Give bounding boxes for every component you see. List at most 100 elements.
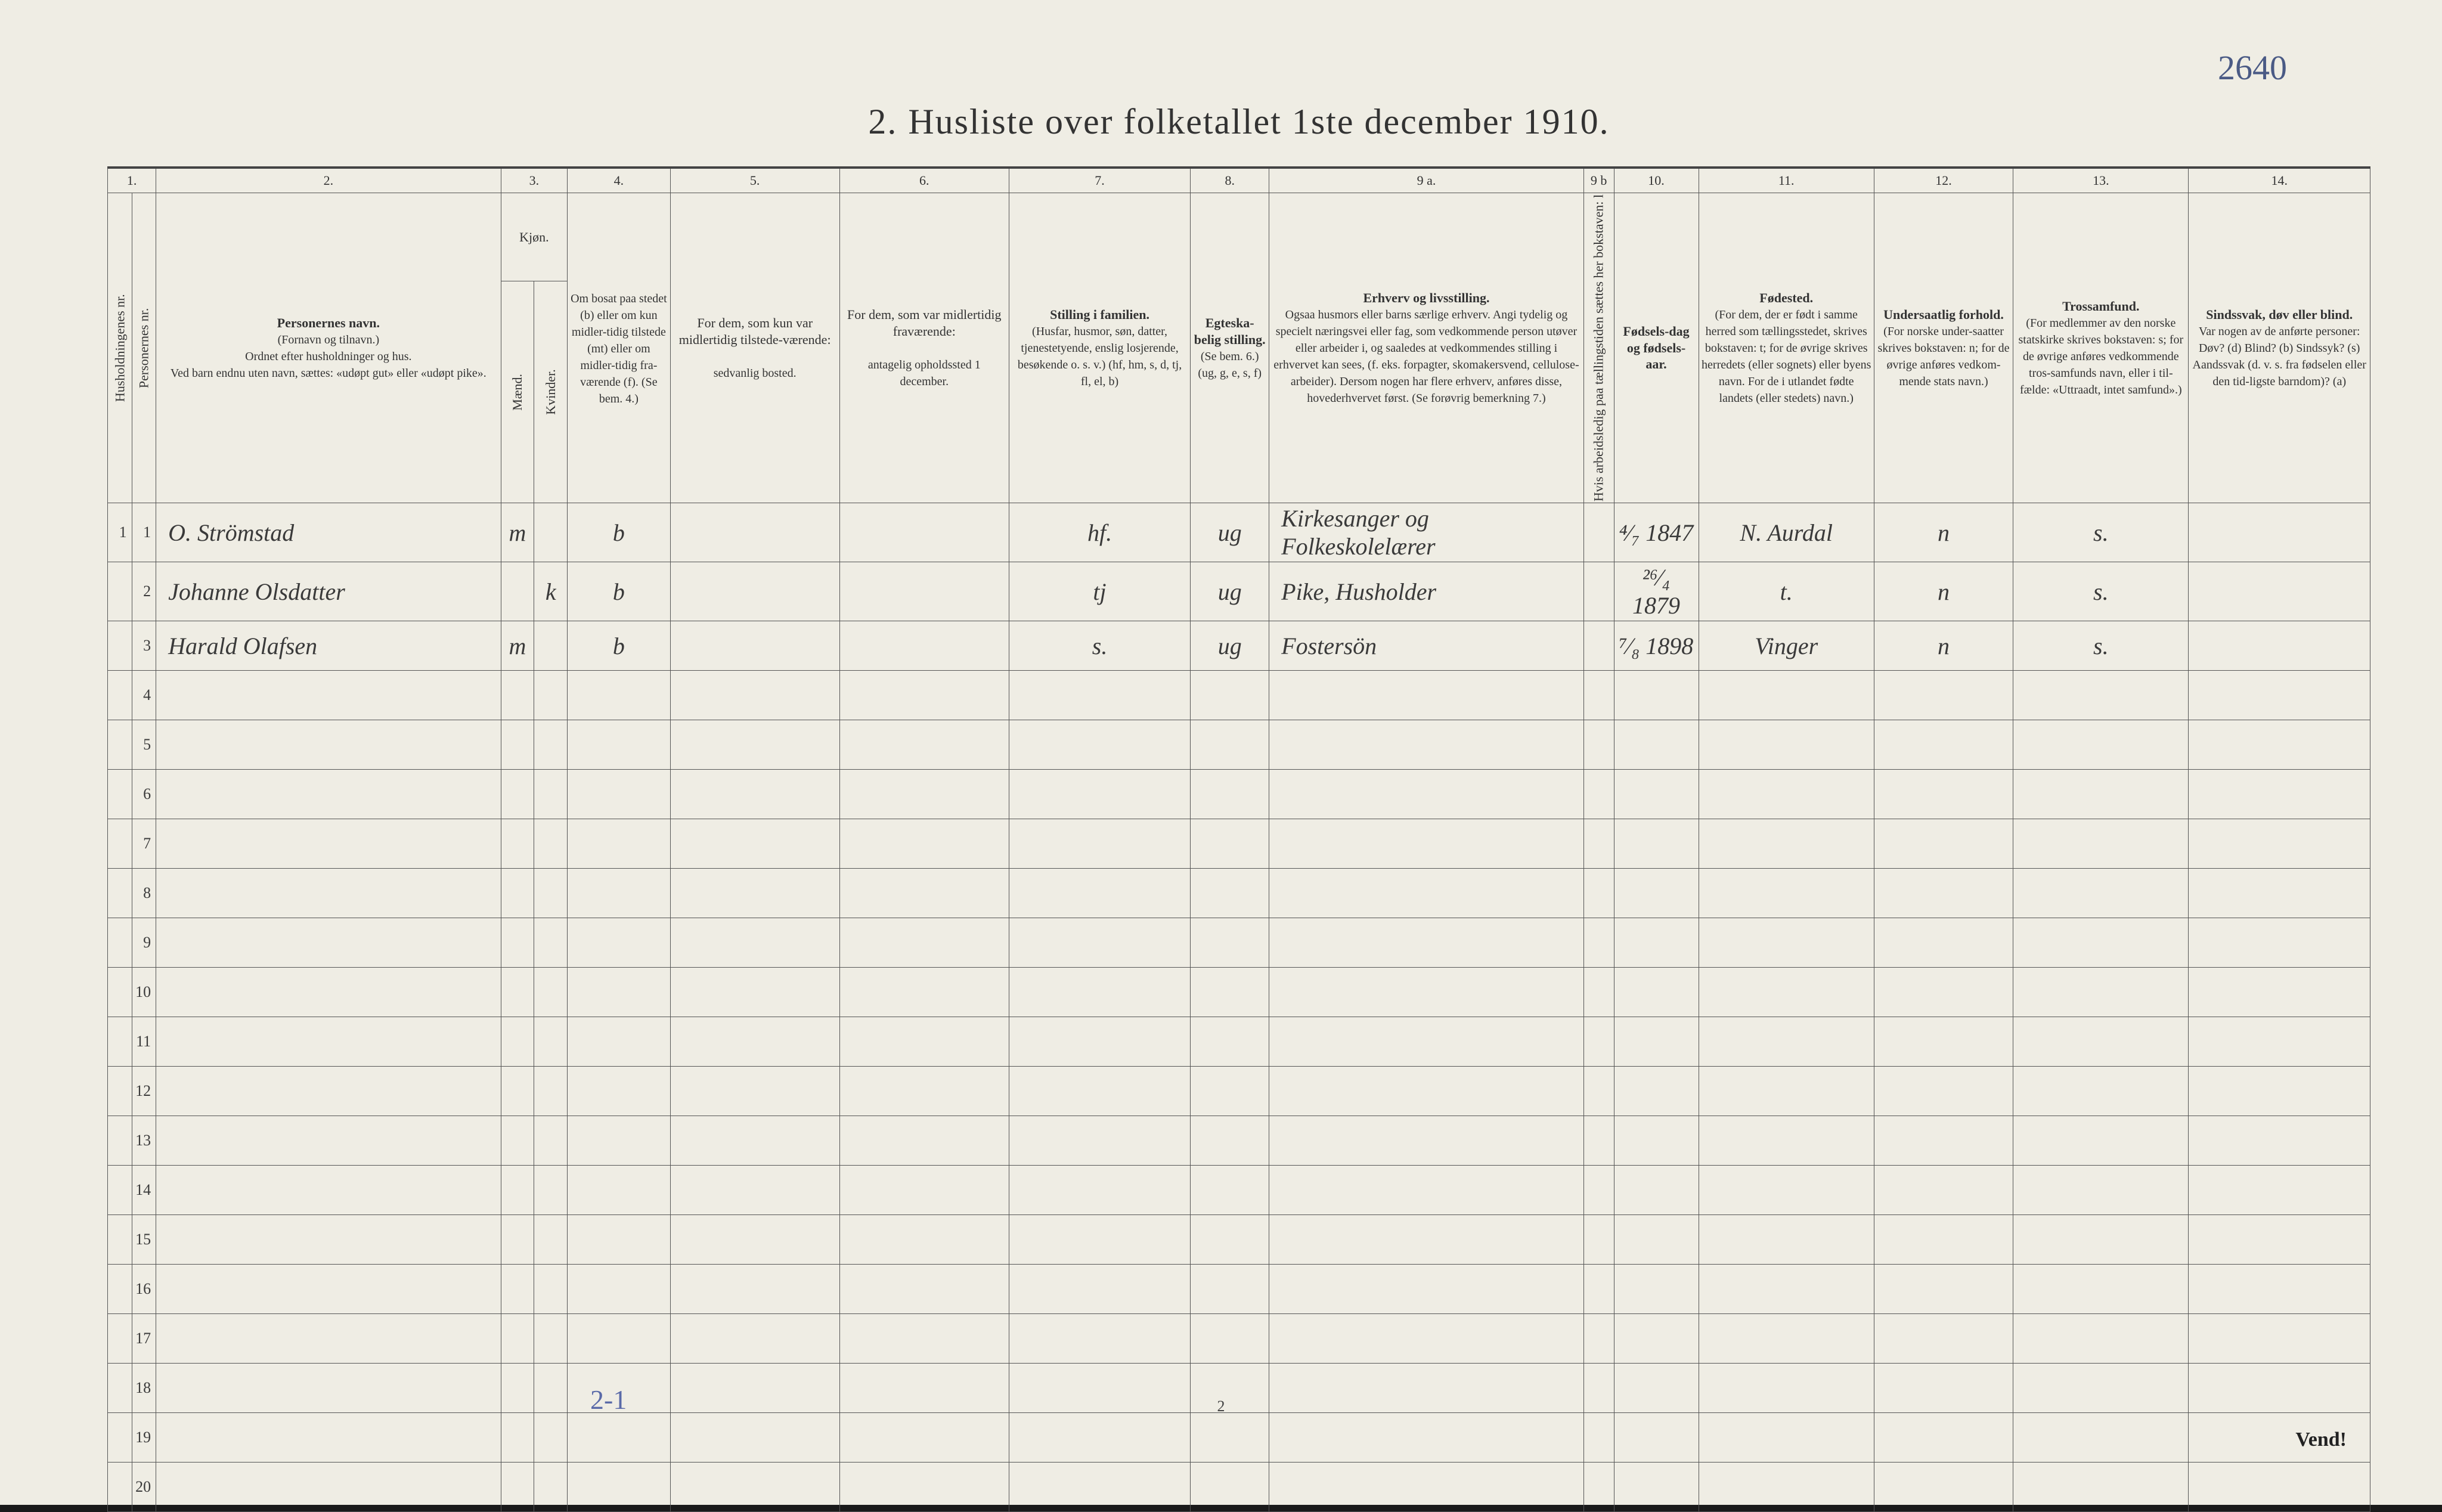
cell-disability: [2189, 720, 2370, 770]
cell-birthplace: [1699, 1215, 1874, 1265]
cell-occupation: [1269, 968, 1584, 1017]
cell-marital: [1191, 671, 1269, 720]
cell-birthdate: ⁷⁄₈ 1898: [1614, 621, 1699, 671]
cell-nationality: [1874, 720, 2013, 770]
cell-nationality: [1874, 1265, 2013, 1314]
cell-birthplace: [1699, 918, 1874, 968]
cell-occupation: [1269, 720, 1584, 770]
cell-birthplace: [1699, 1116, 1874, 1166]
table-row: 13: [108, 1116, 2370, 1166]
cell-disability: [2189, 869, 2370, 918]
header-family-title: Stilling i familien.: [1050, 307, 1149, 322]
cell-unemployed: [1583, 621, 1614, 671]
cell-temp-absent: [839, 1413, 1009, 1463]
cell-religion: [2013, 720, 2189, 770]
table-row: 15: [108, 1215, 2370, 1265]
cell-unemployed: [1583, 968, 1614, 1017]
cell-birthplace: [1699, 1265, 1874, 1314]
cell-marital: [1191, 1017, 1269, 1067]
census-table: 1. 2. 3. 4. 5. 6. 7. 8. 9 a. 9 b 10. 11.…: [107, 166, 2370, 1512]
header-temp-present: For dem, som kun var midlertidig tilsted…: [670, 193, 839, 503]
cell-nationality: [1874, 869, 2013, 918]
cell-name: Harald Olafsen: [156, 621, 501, 671]
cell-person-nr: 16: [132, 1265, 156, 1314]
cell-name: [156, 869, 501, 918]
cell-family-position: [1009, 918, 1190, 968]
cell-family-position: tj: [1009, 562, 1190, 621]
cell-name: [156, 1314, 501, 1364]
cell-temp-absent: [839, 918, 1009, 968]
cell-disability: [2189, 1463, 2370, 1512]
cell-religion: [2013, 1265, 2189, 1314]
cell-temp-present: [670, 1166, 839, 1215]
cell-birthdate: [1614, 918, 1699, 968]
cell-birthdate: [1614, 819, 1699, 869]
cell-male: [501, 1314, 534, 1364]
cell-residence: [568, 671, 671, 720]
cell-household-nr: [108, 1116, 132, 1166]
cell-nationality: [1874, 671, 2013, 720]
cell-occupation: [1269, 1166, 1584, 1215]
cell-disability: [2189, 1116, 2370, 1166]
cell-religion: [2013, 770, 2189, 819]
header-birthdate: Fødsels-dag og fødsels-aar.: [1614, 193, 1699, 503]
cell-marital: [1191, 770, 1269, 819]
cell-person-nr: 8: [132, 869, 156, 918]
cell-residence: [568, 1116, 671, 1166]
cell-name: [156, 720, 501, 770]
column-number-row: 1. 2. 3. 4. 5. 6. 7. 8. 9 a. 9 b 10. 11.…: [108, 168, 2370, 193]
cell-household-nr: [108, 720, 132, 770]
cell-household-nr: [108, 1067, 132, 1116]
cell-female: [534, 1364, 568, 1413]
cell-temp-present: [670, 1067, 839, 1116]
cell-birthplace: [1699, 1413, 1874, 1463]
cell-religion: [2013, 1413, 2189, 1463]
cell-family-position: s.: [1009, 621, 1190, 671]
cell-residence: [568, 1067, 671, 1116]
cell-household-nr: [108, 1463, 132, 1512]
cell-religion: [2013, 1215, 2189, 1265]
cell-name: [156, 1067, 501, 1116]
header-disability-sub: Var nogen av de anførte personer: Døv? (…: [2193, 325, 2366, 388]
cell-family-position: [1009, 1463, 1190, 1512]
cell-marital: [1191, 1314, 1269, 1364]
header-marital-sub: (Se bem. 6.) (ug, g, e, s, f): [1198, 350, 1262, 380]
cell-temp-absent: [839, 1116, 1009, 1166]
cell-household-nr: [108, 1314, 132, 1364]
cell-female: [534, 1116, 568, 1166]
cell-birthdate: [1614, 1413, 1699, 1463]
cell-name: [156, 1017, 501, 1067]
cell-name: [156, 1413, 501, 1463]
cell-religion: [2013, 1463, 2189, 1512]
cell-occupation: [1269, 671, 1584, 720]
header-name-sub1: (Fornavn og tilnavn.): [278, 333, 380, 346]
cell-religion: [2013, 918, 2189, 968]
cell-family-position: [1009, 1215, 1190, 1265]
cell-name: [156, 918, 501, 968]
cell-residence: [568, 1017, 671, 1067]
cell-female: [534, 1314, 568, 1364]
cell-disability: [2189, 770, 2370, 819]
cell-family-position: [1009, 1116, 1190, 1166]
cell-family-position: [1009, 1413, 1190, 1463]
cell-occupation: [1269, 819, 1584, 869]
cell-family-position: [1009, 819, 1190, 869]
cell-birthplace: [1699, 1067, 1874, 1116]
table-row: 6: [108, 770, 2370, 819]
cell-marital: [1191, 1364, 1269, 1413]
cell-unemployed: [1583, 1166, 1614, 1215]
footer-turn-page: Vend!: [2295, 1429, 2347, 1451]
cell-family-position: [1009, 671, 1190, 720]
cell-residence: [568, 1166, 671, 1215]
header-family-sub: (Husfar, husmor, søn, datter, tjenestety…: [1018, 325, 1182, 388]
cell-male: [501, 1017, 534, 1067]
cell-person-nr: 4: [132, 671, 156, 720]
cell-occupation: [1269, 1116, 1584, 1166]
table-row: 11O. Strömstadmbhf.ugKirkesanger og Folk…: [108, 503, 2370, 562]
table-row: 18: [108, 1364, 2370, 1413]
cell-family-position: hf.: [1009, 503, 1190, 562]
cell-marital: ug: [1191, 562, 1269, 621]
header-nationality-sub: (For norske under-saatter skrives boksta…: [1877, 325, 2009, 388]
cell-residence: b: [568, 503, 671, 562]
cell-marital: [1191, 720, 1269, 770]
